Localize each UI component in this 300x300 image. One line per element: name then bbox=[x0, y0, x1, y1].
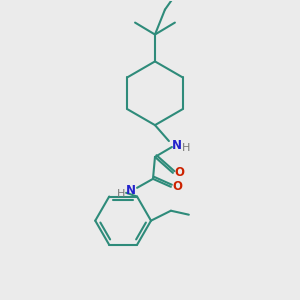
Text: H: H bbox=[117, 189, 125, 199]
Text: O: O bbox=[175, 167, 185, 179]
Text: H: H bbox=[182, 143, 190, 153]
Text: N: N bbox=[172, 139, 182, 152]
Text: O: O bbox=[173, 180, 183, 193]
Text: N: N bbox=[126, 184, 136, 197]
